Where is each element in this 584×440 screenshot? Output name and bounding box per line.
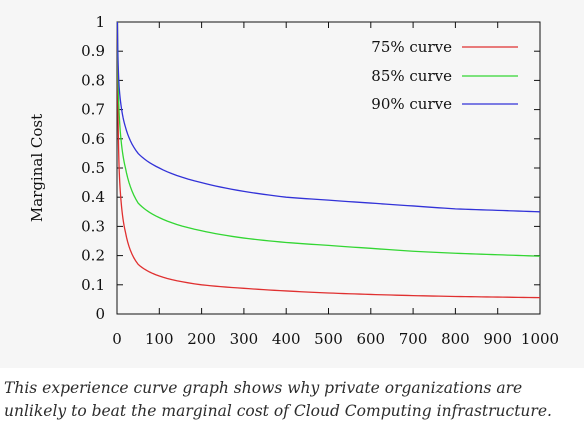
y-tick-label: 0.4 [81, 188, 105, 206]
y-tick-label: 0.5 [81, 159, 105, 177]
legend-label: 90% curve [371, 95, 452, 113]
x-tick-label: 400 [272, 330, 301, 348]
x-tick-label: 900 [483, 330, 512, 348]
x-tick-label: 0 [112, 330, 122, 348]
y-tick-label: 0.3 [81, 217, 105, 235]
y-tick-label: 0.2 [81, 247, 105, 265]
y-axis-title: Marginal Cost [28, 114, 46, 222]
y-tick-label: 0.6 [81, 130, 105, 148]
plot-area-frame [116, 21, 541, 315]
y-tick-label: 0.7 [81, 101, 105, 119]
legend-label: 75% curve [371, 38, 452, 56]
legend-label: 85% curve [371, 67, 452, 85]
legend: 75% curve 85% curve 90% curve [371, 38, 518, 113]
series-line-2 [116, 21, 541, 257]
y-tick-label: 0.9 [81, 42, 105, 60]
y-tick-label: 0.8 [81, 71, 105, 89]
series-line-3 [116, 21, 541, 213]
x-tick-label: 1000 [521, 330, 559, 348]
y-tick-label: 0.1 [81, 276, 105, 294]
x-tick-label: 300 [230, 330, 259, 348]
figure-caption: This experience curve graph shows why pr… [4, 379, 552, 420]
x-tick-label: 100 [145, 330, 174, 348]
x-axis-ticks: 0 100 200 300 400 500 600 700 800 900 1000 [112, 22, 559, 348]
x-tick-label: 200 [187, 330, 216, 348]
y-tick-label: 0 [95, 305, 105, 323]
experience-curve-chart: 0 0.1 0.2 0.3 0.4 0.5 0.6 0.7 0.8 0.9 1 0 100 200 300… [28, 13, 559, 348]
series-line-1 [116, 21, 541, 299]
x-tick-label: 800 [441, 330, 470, 348]
figure-panel: 0 0.1 0.2 0.3 0.4 0.5 0.6 0.7 0.8 0.9 1 0 100 200 300… [28, 13, 560, 348]
series-layer [116, 21, 541, 299]
x-tick-label: 700 [399, 330, 428, 348]
x-tick-label: 600 [356, 330, 385, 348]
y-tick-label: 1 [95, 13, 105, 31]
x-tick-label: 500 [314, 330, 343, 348]
y-axis-ticks: 0 0.1 0.2 0.3 0.4 0.5 0.6 0.7 0.8 0.9 1 [81, 13, 540, 323]
